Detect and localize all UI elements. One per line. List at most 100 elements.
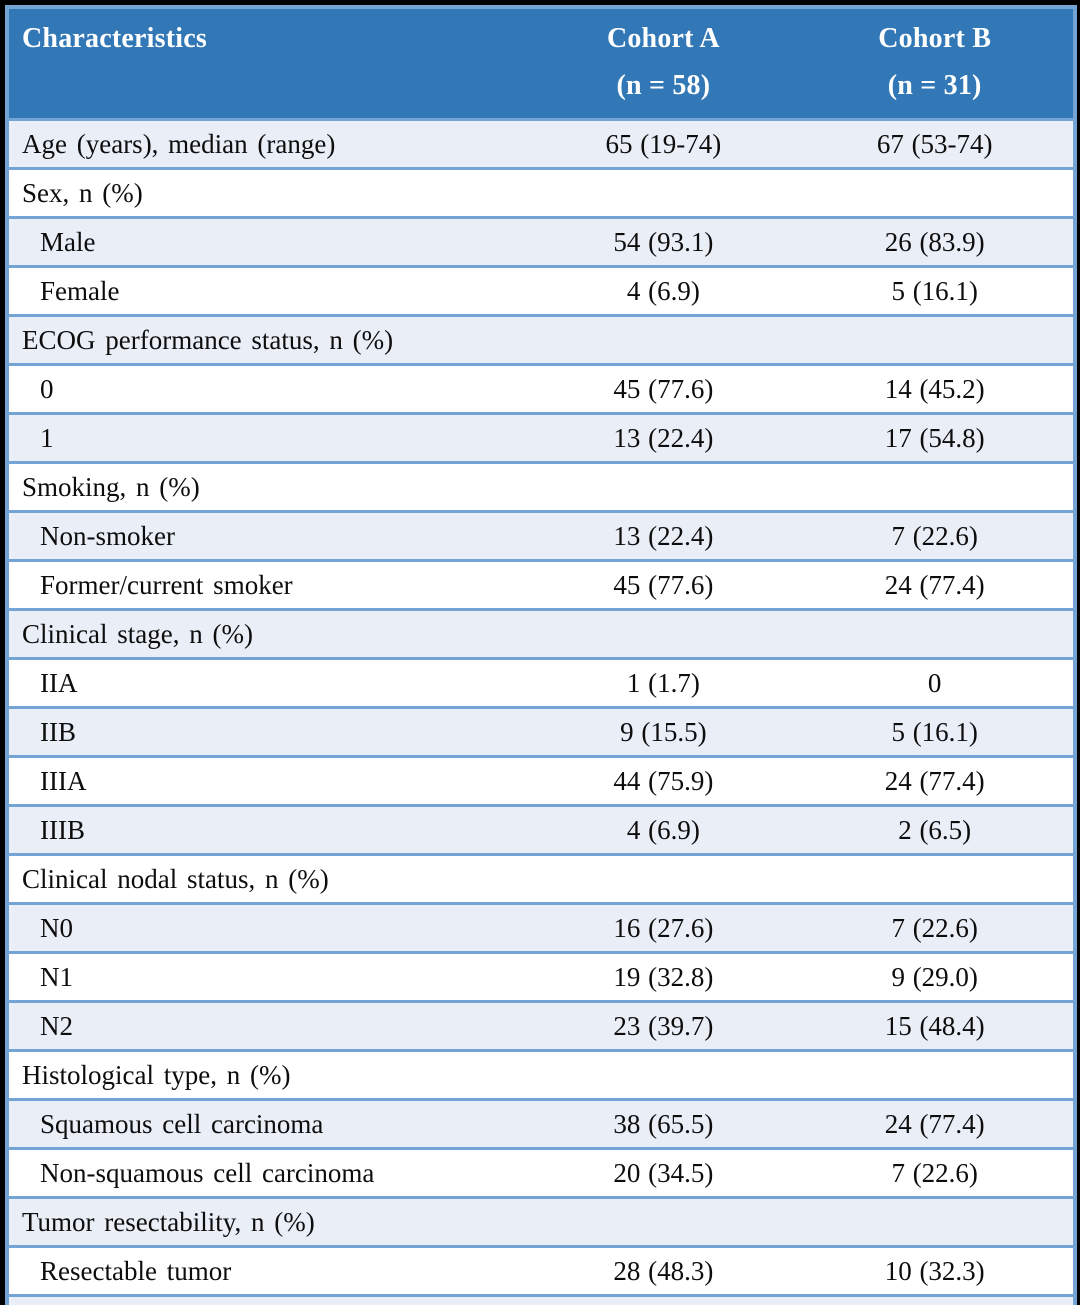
cohort-a-value: 65 (19-74) (530, 118, 797, 169)
cohort-b-value: 9 (29.0) (796, 951, 1073, 1002)
cohort-b-value: 7 (22.6) (796, 902, 1073, 953)
cohort-a-value: 45 (77.6) (530, 559, 797, 610)
table-row: IIIA 44 (75.9) 24 (77.4) (9, 755, 1073, 806)
table-row: Smoking, n (%) (9, 461, 1073, 512)
cohort-a-value: 54 (93.1) (530, 216, 797, 267)
row-label: Tumor resectability, n (%) (9, 1196, 531, 1247)
table-row: Potentially resectable tumor30 (51.7)21 … (9, 1294, 1073, 1305)
table-row: N0 16 (27.6) 7 (22.6) (9, 902, 1073, 953)
cohort-a-value: 23 (39.7) (530, 1000, 797, 1051)
cohort-b-value (796, 1049, 1073, 1100)
cohort-b-value: 7 (22.6) (796, 510, 1073, 561)
table-row: ECOG performance status, n (%) (9, 314, 1073, 365)
cohort-a-value (530, 1049, 797, 1100)
row-label: 1 (9, 412, 531, 463)
table-row: 0 45 (77.6) 14 (45.2) (9, 363, 1073, 414)
cohort-b-value: 2 (6.5) (796, 804, 1073, 855)
cohort-a-value: 45 (77.6) (530, 363, 797, 414)
table-row: Tumor resectability, n (%) (9, 1196, 1073, 1247)
table-row: N2 23 (39.7) 15 (48.4) (9, 1000, 1073, 1051)
table-row: Former/current smoker 45 (77.6) 24 (77.4) (9, 559, 1073, 610)
cohort-b-value: 24 (77.4) (796, 755, 1073, 806)
row-label: ECOG performance status, n (%) (9, 314, 531, 365)
cohort-a-value: 13 (22.4) (530, 412, 797, 463)
row-label: Non-smoker (9, 510, 531, 561)
cohort-b-value: 7 (22.6) (796, 1147, 1073, 1198)
table-body: Age (years), median (range) 65 (19-74) 67 … (9, 118, 1073, 1305)
cohort-b-title: Cohort B (878, 23, 992, 54)
cohort-b-value: 5 (16.1) (796, 265, 1073, 316)
cohort-a-value (530, 608, 797, 659)
table-row: Age (years), median (range) 65 (19-74) 67 … (9, 118, 1073, 169)
table-row: Non-smoker 13 (22.4) 7 (22.6) (9, 510, 1073, 561)
cohort-a-value: 38 (65.5) (530, 1098, 797, 1149)
cohort-a-value (530, 853, 797, 904)
cohort-b-value (796, 314, 1073, 365)
cohort-b-value (796, 853, 1073, 904)
table-row: Histological type, n (%) (9, 1049, 1073, 1100)
cohort-b-n: (n = 31) (887, 70, 982, 101)
table-row: Clinical nodal status, n (%) (9, 853, 1073, 904)
row-label: 0 (9, 363, 531, 414)
row-label: Female (9, 265, 531, 316)
row-label: Resectable tumor (9, 1245, 531, 1296)
cohort-b-value: 67 (53-74) (796, 118, 1073, 169)
row-label: Potentially resectable tumor (9, 1294, 531, 1305)
table-row: Non-squamous cell carcinoma 20 (34.5) 7 (2… (9, 1147, 1073, 1198)
table-row: Resectable tumor 28 (48.3) 10 (32.3) (9, 1245, 1073, 1296)
cohort-b-value: 10 (32.3) (796, 1245, 1073, 1296)
header-row: Characteristics Cohort A (n = 58) Cohort… (9, 9, 1073, 121)
row-label: Male (9, 216, 531, 267)
table-row: Female 4 (6.9) 5 (16.1) (9, 265, 1073, 316)
row-label: IIB (9, 706, 531, 757)
header-characteristics: Characteristics (9, 9, 531, 121)
cohort-b-value: 24 (77.4) (796, 559, 1073, 610)
cohort-a-value (530, 1196, 797, 1247)
cohort-a-value (530, 461, 797, 512)
cohort-a-value: 9 (15.5) (530, 706, 797, 757)
row-label: N0 (9, 902, 531, 953)
table-row: IIA 1 (1.7) 0 (9, 657, 1073, 708)
table-row: 1 13 (22.4) 17 (54.8) (9, 412, 1073, 463)
table-row: Clinical stage, n (%) (9, 608, 1073, 659)
cohort-b-value (796, 167, 1073, 218)
header-cohort-b: Cohort B (n = 31) (796, 9, 1073, 121)
cohort-b-value (796, 461, 1073, 512)
cohort-a-value: 28 (48.3) (530, 1245, 797, 1296)
cohort-a-value: 19 (32.8) (530, 951, 797, 1002)
row-label: N1 (9, 951, 531, 1002)
row-label: Smoking, n (%) (9, 461, 531, 512)
cohort-a-value (530, 167, 797, 218)
table-row: Squamous cell carcinoma 38 (65.5) 24 (77.4… (9, 1098, 1073, 1149)
row-label: Non-squamous cell carcinoma (9, 1147, 531, 1198)
cohort-a-value: 1 (1.7) (530, 657, 797, 708)
row-label: Sex, n (%) (9, 167, 531, 218)
cohort-b-value (796, 1196, 1073, 1247)
cohort-a-value: 30 (51.7) (530, 1294, 797, 1305)
cohort-b-value: 26 (83.9) (796, 216, 1073, 267)
row-label: Former/current smoker (9, 559, 531, 610)
row-label: IIA (9, 657, 531, 708)
cohort-b-value (796, 608, 1073, 659)
cohort-b-value: 15 (48.4) (796, 1000, 1073, 1051)
cohort-a-value: 13 (22.4) (530, 510, 797, 561)
table-row: Sex, n (%) (9, 167, 1073, 218)
table-row: IIIB 4 (6.9) 2 (6.5) (9, 804, 1073, 855)
cohort-b-value: 5 (16.1) (796, 706, 1073, 757)
row-label: IIIB (9, 804, 531, 855)
row-label: Histological type, n (%) (9, 1049, 531, 1100)
cohort-a-title: Cohort A (606, 23, 720, 54)
cohort-a-n: (n = 58) (616, 70, 711, 101)
row-label: Clinical stage, n (%) (9, 608, 531, 659)
cohort-b-value: 0 (796, 657, 1073, 708)
patient-characteristics-table: Characteristics Cohort A (n = 58) Cohort… (9, 9, 1073, 1305)
row-label: N2 (9, 1000, 531, 1051)
row-label: Clinical nodal status, n (%) (9, 853, 531, 904)
row-label: Squamous cell carcinoma (9, 1098, 531, 1149)
cohort-a-value: 20 (34.5) (530, 1147, 797, 1198)
header-cohort-a: Cohort A (n = 58) (530, 9, 797, 121)
cohort-a-value: 4 (6.9) (530, 804, 797, 855)
cohort-b-value: 24 (77.4) (796, 1098, 1073, 1149)
table-row: N1 19 (32.8) 9 (29.0) (9, 951, 1073, 1002)
